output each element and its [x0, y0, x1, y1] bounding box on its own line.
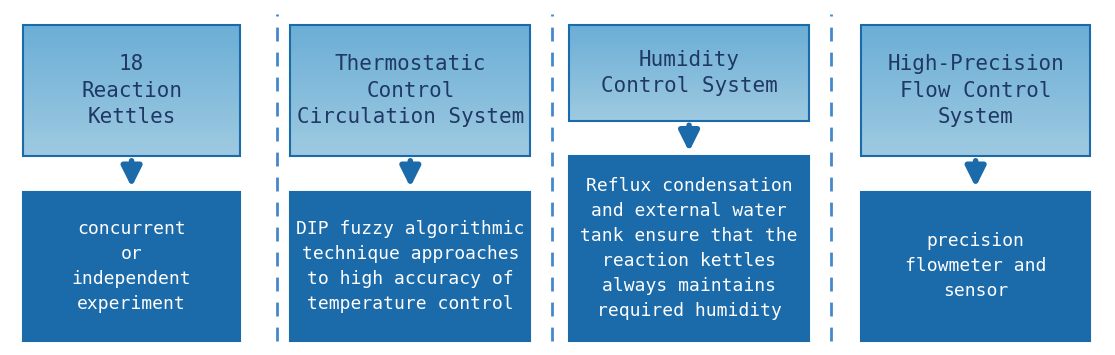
Text: concurrent
or
independent
experiment: concurrent or independent experiment [71, 220, 192, 313]
FancyBboxPatch shape [861, 192, 1089, 341]
Bar [569, 25, 808, 121]
FancyBboxPatch shape [569, 156, 808, 341]
Text: High-Precision
Flow Control
System: High-Precision Flow Control System [888, 54, 1064, 127]
Text: Reflux condensation
and external water
tank ensure that the
reaction kettles
alw: Reflux condensation and external water t… [580, 177, 798, 320]
Bar [22, 25, 241, 156]
Text: Thermostatic
Control
Circulation System: Thermostatic Control Circulation System [297, 54, 524, 127]
Bar [291, 25, 531, 156]
Text: Humidity
Control System: Humidity Control System [601, 50, 777, 96]
Text: 18
Reaction
Kettles: 18 Reaction Kettles [81, 54, 182, 127]
FancyBboxPatch shape [22, 192, 241, 341]
Text: precision
flowmeter and
sensor: precision flowmeter and sensor [905, 232, 1046, 300]
Text: DIP fuzzy algorithmic
technique approaches
to high accuracy of
temperature contr: DIP fuzzy algorithmic technique approach… [297, 220, 524, 313]
FancyBboxPatch shape [291, 192, 531, 341]
Bar [861, 25, 1089, 156]
